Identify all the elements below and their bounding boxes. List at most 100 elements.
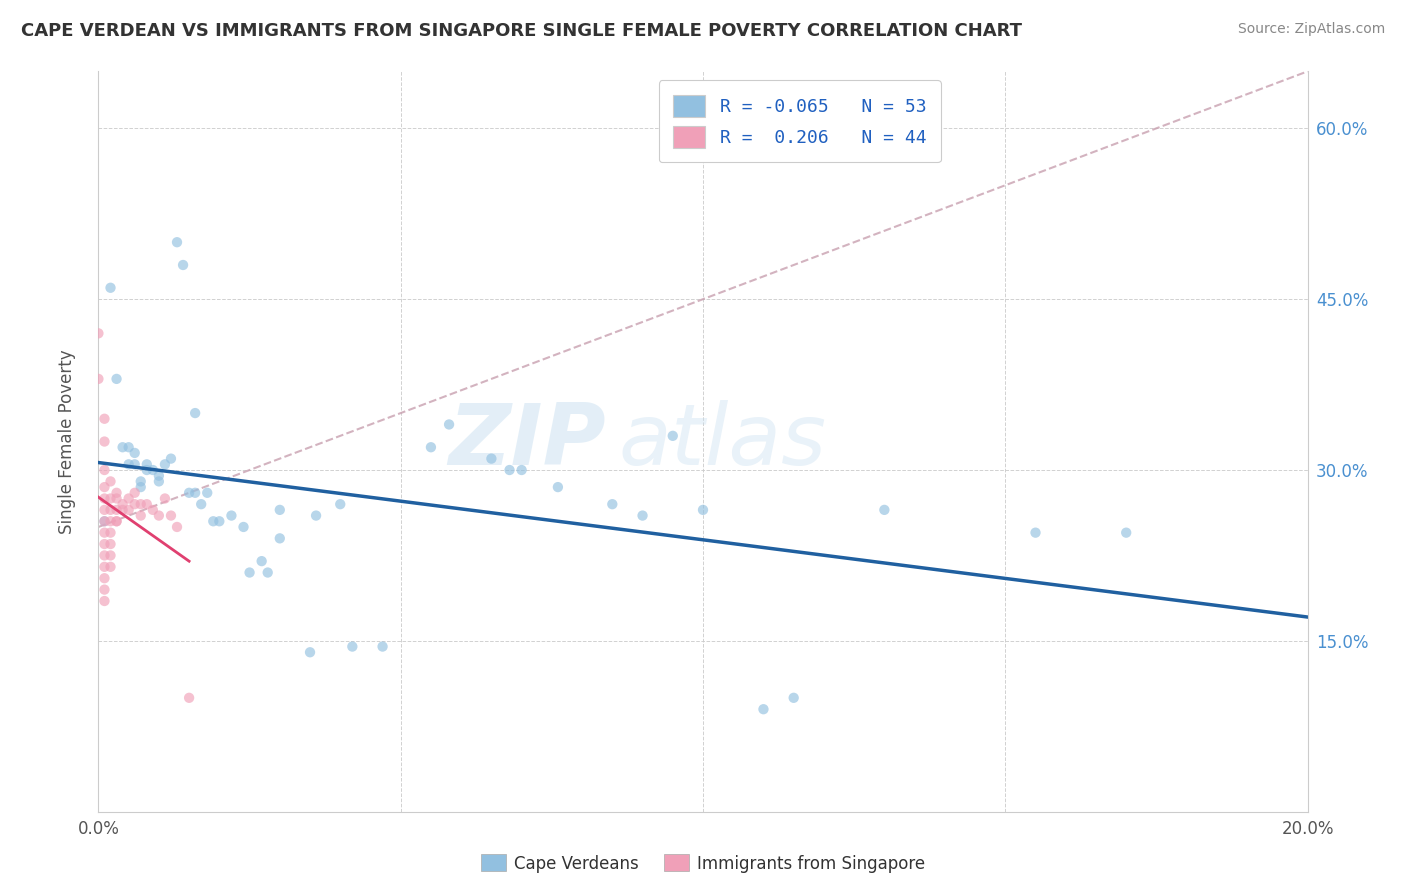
- Point: [93, 582, 115, 597]
- Text: atlas: atlas: [619, 400, 827, 483]
- Point: [202, 514, 225, 528]
- Point: [93, 514, 115, 528]
- Point: [661, 429, 683, 443]
- Point: [93, 411, 115, 425]
- Point: [100, 475, 122, 489]
- Point: [118, 503, 141, 517]
- Point: [100, 491, 122, 506]
- Point: [148, 468, 170, 483]
- Point: [129, 497, 152, 511]
- Point: [329, 497, 352, 511]
- Point: [105, 485, 128, 500]
- Point: [135, 458, 157, 472]
- Point: [179, 485, 201, 500]
- Point: [631, 508, 654, 523]
- Point: [124, 485, 146, 500]
- Point: [100, 514, 122, 528]
- Point: [105, 514, 128, 528]
- Point: [437, 417, 460, 432]
- Point: [342, 640, 364, 654]
- Point: [153, 491, 176, 506]
- Y-axis label: Single Female Poverty: Single Female Poverty: [58, 350, 76, 533]
- Point: [93, 491, 115, 506]
- Point: [129, 480, 152, 494]
- Point: [190, 497, 212, 511]
- Point: [105, 514, 128, 528]
- Point: [118, 491, 141, 506]
- Point: [93, 503, 115, 517]
- Point: [547, 480, 569, 494]
- Point: [100, 559, 122, 574]
- Point: [153, 458, 176, 472]
- Point: [129, 508, 152, 523]
- Point: [498, 463, 520, 477]
- Point: [371, 640, 394, 654]
- Point: [172, 258, 194, 272]
- Point: [124, 446, 146, 460]
- Point: [299, 645, 322, 659]
- Point: [135, 463, 157, 477]
- Point: [100, 281, 122, 295]
- Point: [752, 702, 775, 716]
- Point: [195, 485, 218, 500]
- Point: [179, 690, 201, 705]
- Point: [142, 503, 165, 517]
- Point: [93, 525, 115, 540]
- Point: [783, 690, 806, 705]
- Point: [269, 532, 291, 546]
- Text: Source: ZipAtlas.com: Source: ZipAtlas.com: [1237, 22, 1385, 37]
- Point: [135, 497, 157, 511]
- Point: [129, 475, 152, 489]
- Point: [166, 235, 188, 250]
- Point: [1024, 525, 1046, 540]
- Point: [105, 491, 128, 506]
- Point: [100, 525, 122, 540]
- Point: [510, 463, 533, 477]
- Point: [100, 503, 122, 517]
- Point: [124, 497, 146, 511]
- Point: [1115, 525, 1137, 540]
- Point: [93, 463, 115, 477]
- Point: [148, 475, 170, 489]
- Point: [93, 537, 115, 551]
- Legend: Cape Verdeans, Immigrants from Singapore: Cape Verdeans, Immigrants from Singapore: [474, 847, 932, 880]
- Point: [124, 458, 146, 472]
- Point: [269, 503, 291, 517]
- Point: [873, 503, 896, 517]
- Point: [250, 554, 273, 568]
- Point: [87, 326, 110, 341]
- Point: [148, 508, 170, 523]
- Point: [142, 463, 165, 477]
- Point: [100, 537, 122, 551]
- Point: [184, 406, 207, 420]
- Point: [692, 503, 714, 517]
- Point: [118, 440, 141, 454]
- Point: [93, 594, 115, 608]
- Point: [111, 503, 134, 517]
- Point: [93, 514, 115, 528]
- Point: [420, 440, 443, 454]
- Point: [93, 549, 115, 563]
- Point: [87, 372, 110, 386]
- Point: [93, 571, 115, 585]
- Point: [93, 559, 115, 574]
- Point: [256, 566, 278, 580]
- Point: [93, 434, 115, 449]
- Point: [481, 451, 503, 466]
- Point: [100, 549, 122, 563]
- Point: [105, 503, 128, 517]
- Point: [232, 520, 254, 534]
- Point: [111, 440, 134, 454]
- Point: [118, 458, 141, 472]
- Point: [208, 514, 231, 528]
- Point: [305, 508, 328, 523]
- Point: [160, 508, 183, 523]
- Point: [184, 485, 207, 500]
- Text: ZIP: ZIP: [449, 400, 606, 483]
- Point: [93, 480, 115, 494]
- Point: [239, 566, 262, 580]
- Legend: R = -0.065   N = 53, R =  0.206   N = 44: R = -0.065 N = 53, R = 0.206 N = 44: [658, 80, 941, 162]
- Point: [160, 451, 183, 466]
- Point: [111, 497, 134, 511]
- Text: CAPE VERDEAN VS IMMIGRANTS FROM SINGAPORE SINGLE FEMALE POVERTY CORRELATION CHAR: CAPE VERDEAN VS IMMIGRANTS FROM SINGAPOR…: [21, 22, 1022, 40]
